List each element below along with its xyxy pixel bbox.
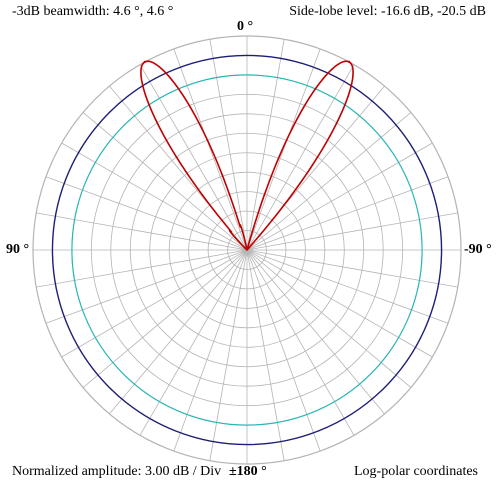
grid-spoke: [82, 249, 248, 388]
angle-label-90: 90 °: [6, 242, 30, 257]
main-lobe-peak-2: [347, 60, 351, 64]
grid-spoke: [209, 39, 248, 251]
outer-reference-ring: [51, 54, 443, 446]
grid-spoke: [246, 112, 412, 251]
grid-spoke: [61, 249, 248, 358]
main-lobe-peak-1: [143, 60, 147, 64]
grid-spoke: [36, 212, 248, 251]
grid-spoke: [246, 176, 449, 251]
coordinate-system-annotation: Log-polar coordinates: [353, 464, 478, 479]
grid-spoke: [109, 249, 248, 415]
grid-spoke: [45, 249, 248, 324]
grid-spoke: [173, 48, 248, 251]
amplitude-scale-annotation: Normalized amplitude: 3.00 dB / Div: [12, 464, 222, 479]
grid-spoke: [173, 249, 248, 452]
grid-spoke: [246, 249, 355, 436]
pattern-trace: [140, 60, 354, 251]
angle-label-minus-90: -90 °: [464, 242, 492, 257]
grid-spoke: [45, 176, 248, 251]
grid-spoke: [246, 249, 385, 415]
grid-spoke: [139, 249, 248, 436]
grid-spoke: [246, 64, 355, 251]
sidelobe-annotation: Side-lobe level: -16.6 dB, -20.5 dB: [289, 4, 486, 19]
inner-reference-ring: [71, 74, 423, 426]
grid-spoke: [246, 142, 433, 251]
grid-spoke: [246, 39, 285, 251]
grid-spoke: [82, 112, 248, 251]
grid-spoke: [139, 64, 248, 251]
grid-spoke: [246, 249, 433, 358]
grid-spoke: [246, 249, 321, 452]
beamwidth-annotation: -3dB beamwidth: 4.6 °, 4.6 °: [12, 4, 174, 19]
grid-spoke: [246, 249, 458, 288]
grid-spoke: [61, 142, 248, 251]
grid-spoke: [246, 48, 321, 251]
grid-spoke: [36, 249, 248, 288]
grid-spoke: [246, 249, 285, 461]
grid-spoke: [246, 212, 458, 251]
grid-spoke: [246, 249, 449, 324]
angle-label-0: 0 °: [237, 19, 254, 34]
radiation-pattern: [140, 60, 354, 251]
grid-spoke: [246, 249, 412, 388]
angle-label-180: ±180 °: [229, 464, 267, 479]
grid-spoke: [209, 249, 248, 461]
